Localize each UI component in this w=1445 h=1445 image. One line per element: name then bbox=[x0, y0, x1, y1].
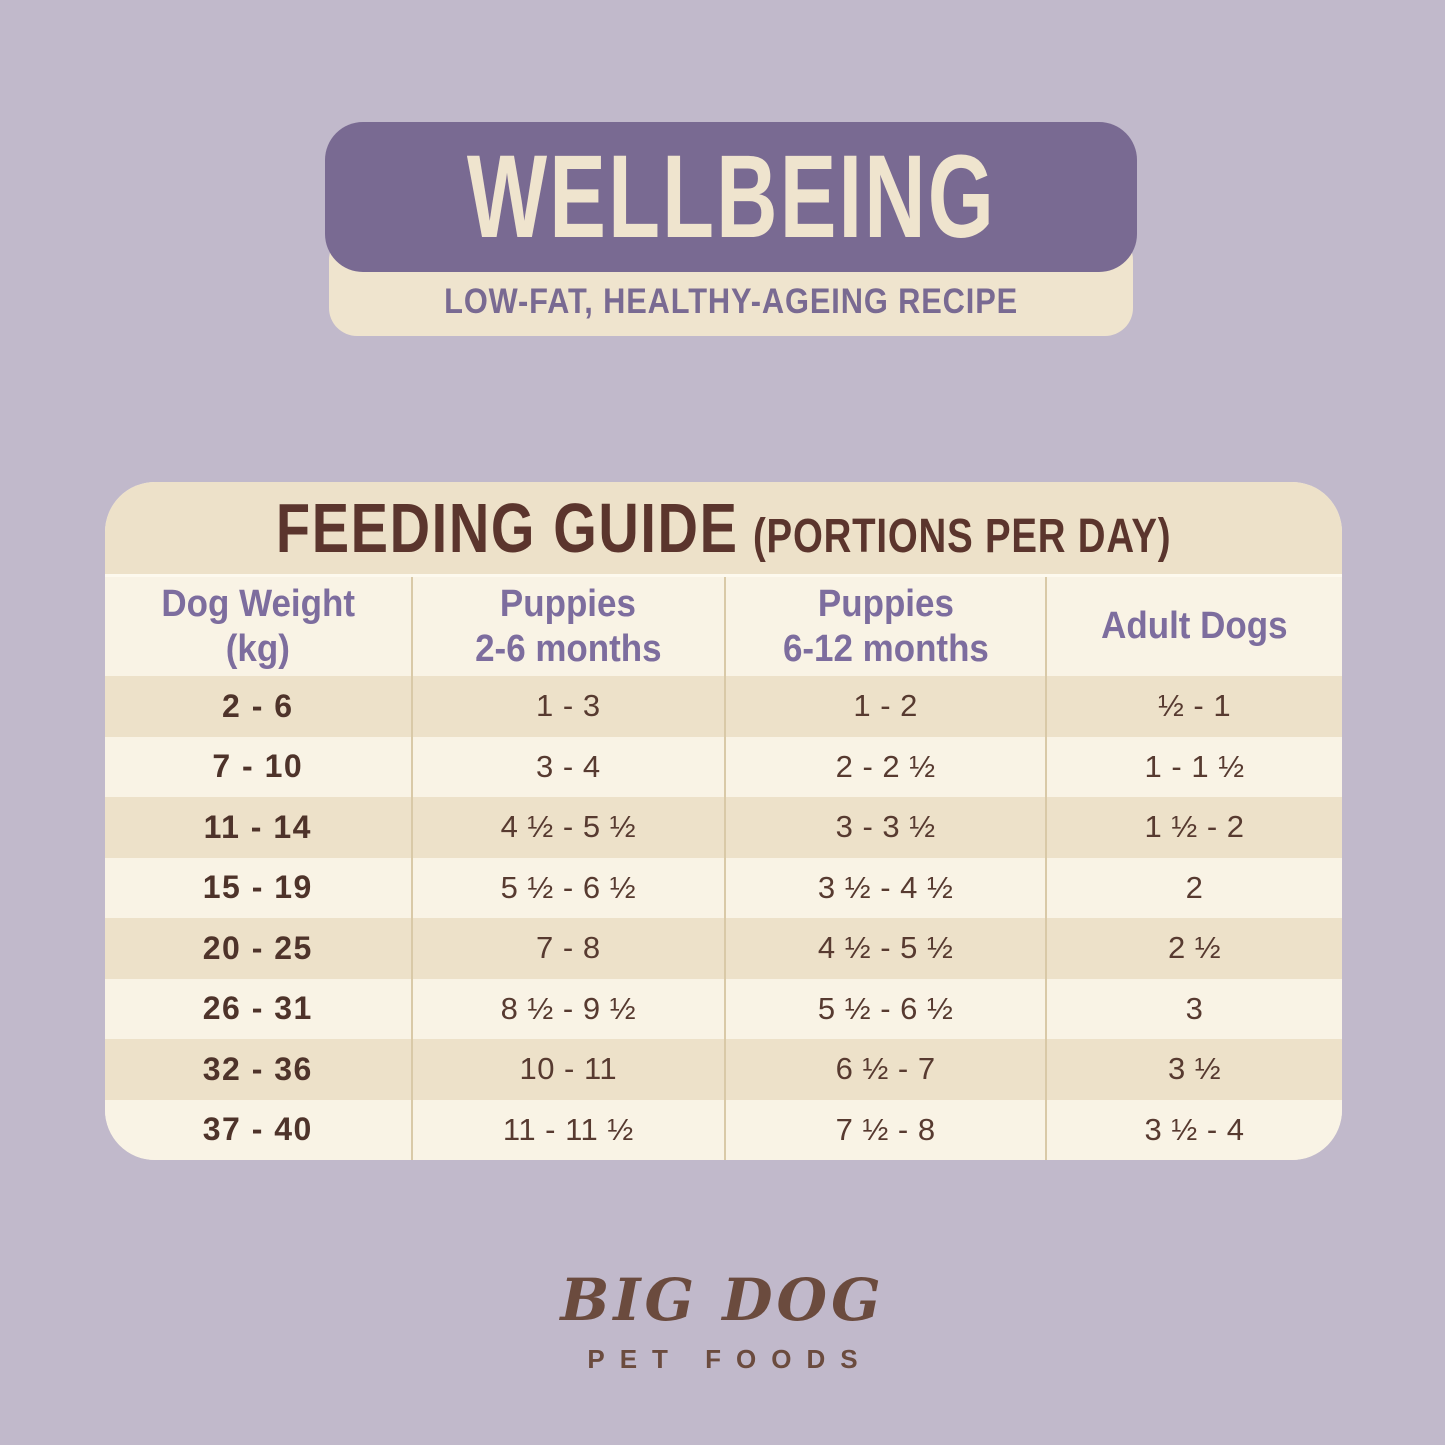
cell-adult-dogs: 3 ½ - 4 bbox=[1045, 1099, 1342, 1160]
table-row: 15 - 19 5 ½ - 6 ½ 3 ½ - 4 ½ 2 bbox=[105, 857, 1342, 918]
cell-puppies-6-12: 1 - 2 bbox=[724, 676, 1045, 737]
table-row: 32 - 36 10 - 11 6 ½ - 7 3 ½ bbox=[105, 1039, 1342, 1100]
cell-dog-weight: 15 - 19 bbox=[202, 869, 313, 906]
cell-puppies-6-12: 3 - 3 ½ bbox=[724, 797, 1045, 858]
cell-adult-dogs: 1 ½ - 2 bbox=[1045, 797, 1342, 858]
cell-dog-weight: 11 - 14 bbox=[203, 808, 312, 845]
cell-puppies-2-6: 7 - 8 bbox=[410, 918, 725, 979]
feeding-guide-title-line: FEEDING GUIDE (PORTIONS PER DAY) bbox=[276, 488, 1171, 568]
cell-puppies-6-12: 4 ½ - 5 ½ bbox=[724, 918, 1045, 979]
feeding-guide-title-suffix: (PORTIONS PER DAY) bbox=[752, 510, 1172, 563]
column-header-line: Dog Weight bbox=[160, 582, 355, 625]
cell-puppies-6-12: 6 ½ - 7 bbox=[724, 1039, 1045, 1100]
cell-puppies-2-6: 10 - 11 bbox=[410, 1039, 725, 1100]
cell-adult-dogs: 3 bbox=[1045, 978, 1342, 1039]
column-header-line: Adult Dogs bbox=[1101, 605, 1288, 648]
column-header-adult-dogs: Adult Dogs bbox=[1045, 577, 1342, 676]
cell-puppies-2-6: 5 ½ - 6 ½ bbox=[410, 857, 725, 918]
cell-puppies-2-6: 1 - 3 bbox=[410, 676, 725, 737]
column-header-dog-weight: Dog Weight (kg) bbox=[105, 577, 411, 676]
cell-dog-weight: 7 - 10 bbox=[212, 748, 304, 785]
cell-puppies-6-12: 5 ½ - 6 ½ bbox=[724, 978, 1045, 1039]
column-header-line: Puppies bbox=[817, 582, 954, 625]
table-row: 2 - 6 1 - 3 1 - 2 ½ - 1 bbox=[105, 676, 1342, 737]
feeding-guide-title: FEEDING GUIDE bbox=[275, 489, 739, 567]
cell-dog-weight: 37 - 40 bbox=[202, 1111, 313, 1148]
brand-logo: BIG DOG PET FOODS bbox=[0, 1266, 1445, 1375]
cell-puppies-2-6: 3 - 4 bbox=[410, 736, 725, 797]
product-header: WELLBEING LOW-FAT, HEALTHY-AGEING RECIPE bbox=[325, 122, 1137, 336]
cell-puppies-2-6: 8 ½ - 9 ½ bbox=[410, 978, 725, 1039]
cell-dog-weight: 26 - 31 bbox=[202, 990, 313, 1027]
column-header-line: Puppies bbox=[500, 582, 637, 625]
product-name: WELLBEING bbox=[466, 131, 996, 263]
feeding-guide-panel: FEEDING GUIDE (PORTIONS PER DAY) Dog Wei… bbox=[105, 482, 1342, 1160]
cell-dog-weight: 32 - 36 bbox=[202, 1050, 313, 1087]
column-header-puppies-2-6: Puppies 2-6 months bbox=[410, 577, 725, 676]
cell-dog-weight: 20 - 25 bbox=[202, 929, 313, 966]
product-name-banner: WELLBEING bbox=[325, 122, 1137, 272]
table-header-row: Dog Weight (kg) Puppies 2-6 months Puppi… bbox=[105, 574, 1342, 676]
cell-puppies-6-12: 3 ½ - 4 ½ bbox=[724, 857, 1045, 918]
feeding-table-body: 2 - 6 1 - 3 1 - 2 ½ - 1 7 - 10 3 - 4 2 -… bbox=[105, 676, 1342, 1160]
cell-adult-dogs: 2 bbox=[1045, 857, 1342, 918]
cell-dog-weight: 2 - 6 bbox=[222, 687, 294, 724]
cell-adult-dogs: ½ - 1 bbox=[1045, 676, 1342, 737]
table-row: 20 - 25 7 - 8 4 ½ - 5 ½ 2 ½ bbox=[105, 918, 1342, 979]
cell-adult-dogs: 3 ½ bbox=[1045, 1039, 1342, 1100]
cell-adult-dogs: 2 ½ bbox=[1045, 918, 1342, 979]
table-row: 11 - 14 4 ½ - 5 ½ 3 - 3 ½ 1 ½ - 2 bbox=[105, 797, 1342, 858]
table-row: 7 - 10 3 - 4 2 - 2 ½ 1 - 1 ½ bbox=[105, 736, 1342, 797]
column-header-puppies-6-12: Puppies 6-12 months bbox=[724, 577, 1045, 676]
column-header-line: 6-12 months bbox=[782, 627, 989, 670]
cell-puppies-6-12: 7 ½ - 8 bbox=[724, 1099, 1045, 1160]
cell-puppies-2-6: 4 ½ - 5 ½ bbox=[410, 797, 725, 858]
product-subtitle: LOW-FAT, HEALTHY-AGEING RECIPE bbox=[444, 282, 1018, 321]
feeding-guide-title-band: FEEDING GUIDE (PORTIONS PER DAY) bbox=[105, 482, 1342, 574]
cell-puppies-2-6: 11 - 11 ½ bbox=[410, 1099, 725, 1160]
table-row: 37 - 40 11 - 11 ½ 7 ½ - 8 3 ½ - 4 bbox=[105, 1099, 1342, 1160]
table-row: 26 - 31 8 ½ - 9 ½ 5 ½ - 6 ½ 3 bbox=[105, 978, 1342, 1039]
column-header-line: 2-6 months bbox=[475, 627, 662, 670]
cell-puppies-6-12: 2 - 2 ½ bbox=[724, 736, 1045, 797]
brand-name: BIG DOG bbox=[560, 1266, 885, 1334]
cell-adult-dogs: 1 - 1 ½ bbox=[1045, 736, 1342, 797]
brand-tagline: PET FOODS bbox=[587, 1344, 873, 1374]
column-header-line: (kg) bbox=[225, 627, 290, 670]
